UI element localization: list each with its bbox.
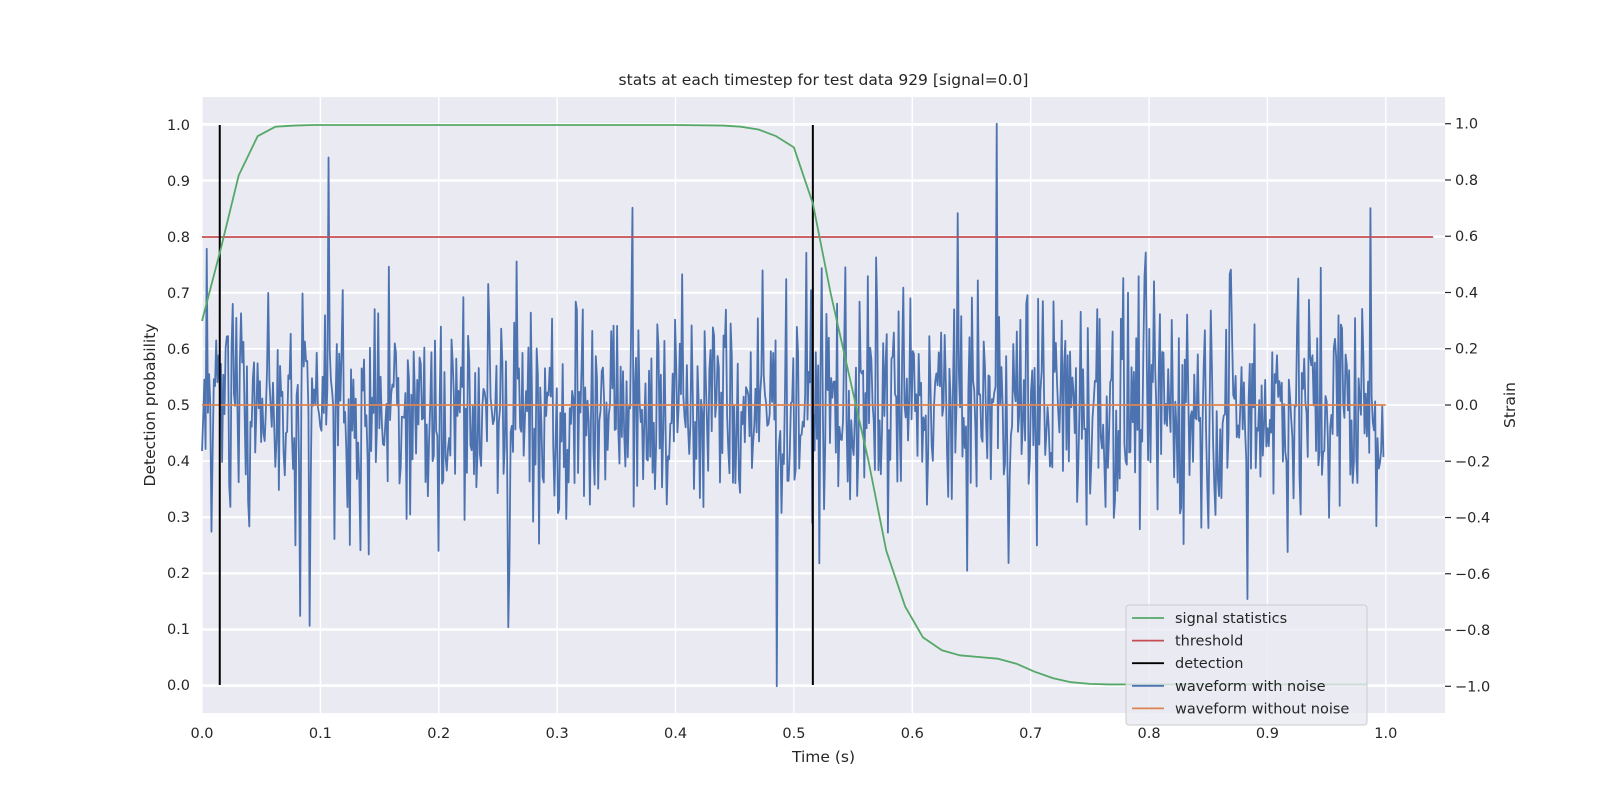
legend-label: signal statistics bbox=[1175, 611, 1287, 627]
y-axis-title: Detection probability bbox=[141, 324, 159, 487]
x-axis: 0.0 0.1 0.2 0.3 0.4 0.5 0.6 0.7 0.8 0.9 1.0 bbox=[190, 726, 1397, 742]
x-tick-label: 1.0 bbox=[1374, 726, 1397, 742]
y-right-tick-label: 0.8 bbox=[1455, 173, 1478, 189]
legend-label: waveform without noise bbox=[1175, 701, 1349, 717]
y-tick-label: 0.9 bbox=[167, 174, 190, 190]
y-tick-label: 0.1 bbox=[167, 622, 190, 638]
chart-title: stats at each timestep for test data 929… bbox=[619, 71, 1029, 89]
y-axis-left: 0.0 0.1 0.2 0.3 0.4 0.5 0.6 0.7 0.8 0.9 1.0 bbox=[167, 118, 190, 694]
x-tick-label: 0.5 bbox=[782, 726, 805, 742]
legend-label: detection bbox=[1175, 656, 1243, 672]
y-tick-label: 0.2 bbox=[167, 566, 190, 582]
x-tick-label: 0.9 bbox=[1256, 726, 1279, 742]
y-right-tick-label: −0.8 bbox=[1455, 623, 1490, 639]
x-tick-label: 0.3 bbox=[546, 726, 569, 742]
y-right-tick-label: −0.2 bbox=[1455, 454, 1490, 470]
x-axis-title: Time (s) bbox=[791, 748, 855, 766]
legend-label: waveform with noise bbox=[1175, 679, 1326, 695]
series-waveform-with-noise bbox=[201, 122, 1385, 688]
legend-label: threshold bbox=[1175, 634, 1243, 650]
legend: signal statistics threshold detection wavef… bbox=[1125, 604, 1368, 726]
x-tick-label: 0.8 bbox=[1138, 726, 1161, 742]
y-right-tick-label: 0.6 bbox=[1455, 229, 1478, 245]
y-tick-label: 0.7 bbox=[167, 286, 190, 302]
y-tick-label: 0.8 bbox=[167, 230, 190, 246]
x-tick-label: 0.0 bbox=[190, 726, 213, 742]
y-right-tick-label: −1.0 bbox=[1455, 679, 1490, 695]
y-right-tick-label: 0.0 bbox=[1455, 398, 1478, 414]
y-axis-right: −1.0 −0.8 −0.6 −0.4 −0.2 0.0 0.2 0.4 0.6 0.8 1.0 bbox=[1445, 117, 1490, 695]
x-tick-label: 0.4 bbox=[664, 726, 687, 742]
legend-box bbox=[1125, 604, 1368, 726]
y-tick-label: 0.4 bbox=[167, 454, 190, 470]
x-tick-label: 0.2 bbox=[427, 726, 450, 742]
y-tick-label: 0.3 bbox=[167, 510, 190, 526]
y-tick-label: 0.5 bbox=[167, 398, 190, 414]
series-signal-statistics bbox=[201, 124, 1367, 686]
plot-area bbox=[201, 122, 1434, 688]
y-right-tick-label: 0.4 bbox=[1455, 285, 1478, 301]
x-tick-label: 0.7 bbox=[1019, 726, 1042, 742]
y-right-tick-label: 1.0 bbox=[1455, 117, 1478, 133]
y-tick-label: 0.0 bbox=[167, 678, 190, 694]
y-right-tick-label: −0.6 bbox=[1455, 567, 1490, 583]
y-tick-label: 1.0 bbox=[167, 118, 190, 134]
y-axis-right-title: Strain bbox=[1501, 382, 1519, 428]
x-tick-label: 0.6 bbox=[901, 726, 924, 742]
y-tick-label: 0.6 bbox=[167, 342, 190, 358]
y-right-tick-label: −0.4 bbox=[1455, 511, 1490, 527]
y-right-tick-label: 0.2 bbox=[1455, 342, 1478, 358]
x-tick-label: 0.1 bbox=[309, 726, 332, 742]
